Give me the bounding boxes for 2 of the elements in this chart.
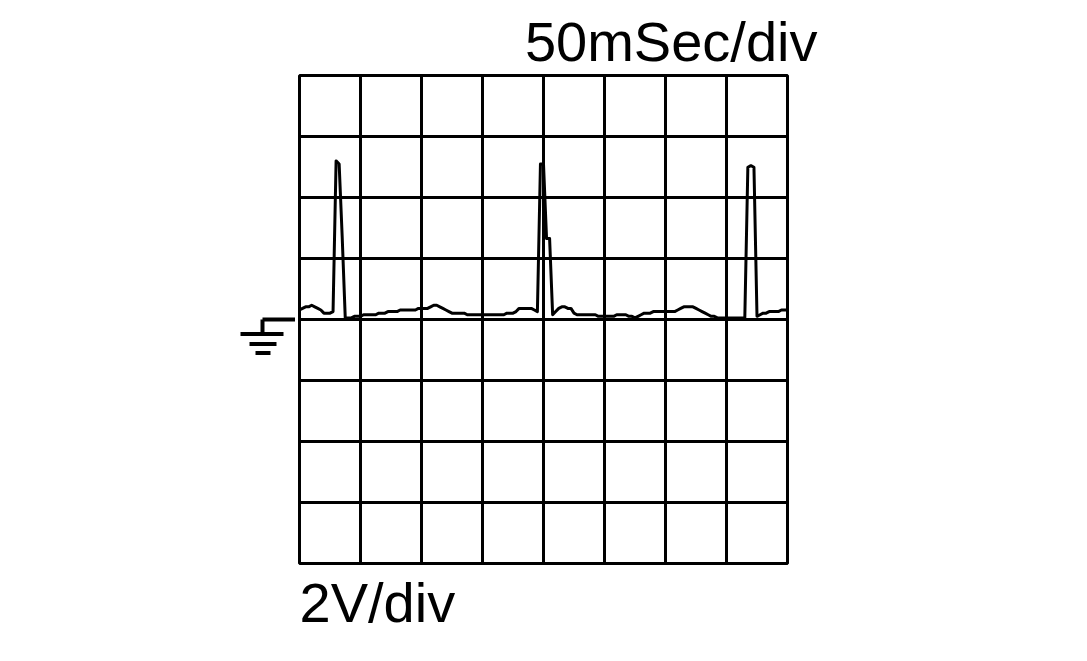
text: 2V/div xyxy=(299,570,456,634)
x-axis-title: 50mSec/div xyxy=(524,9,818,73)
